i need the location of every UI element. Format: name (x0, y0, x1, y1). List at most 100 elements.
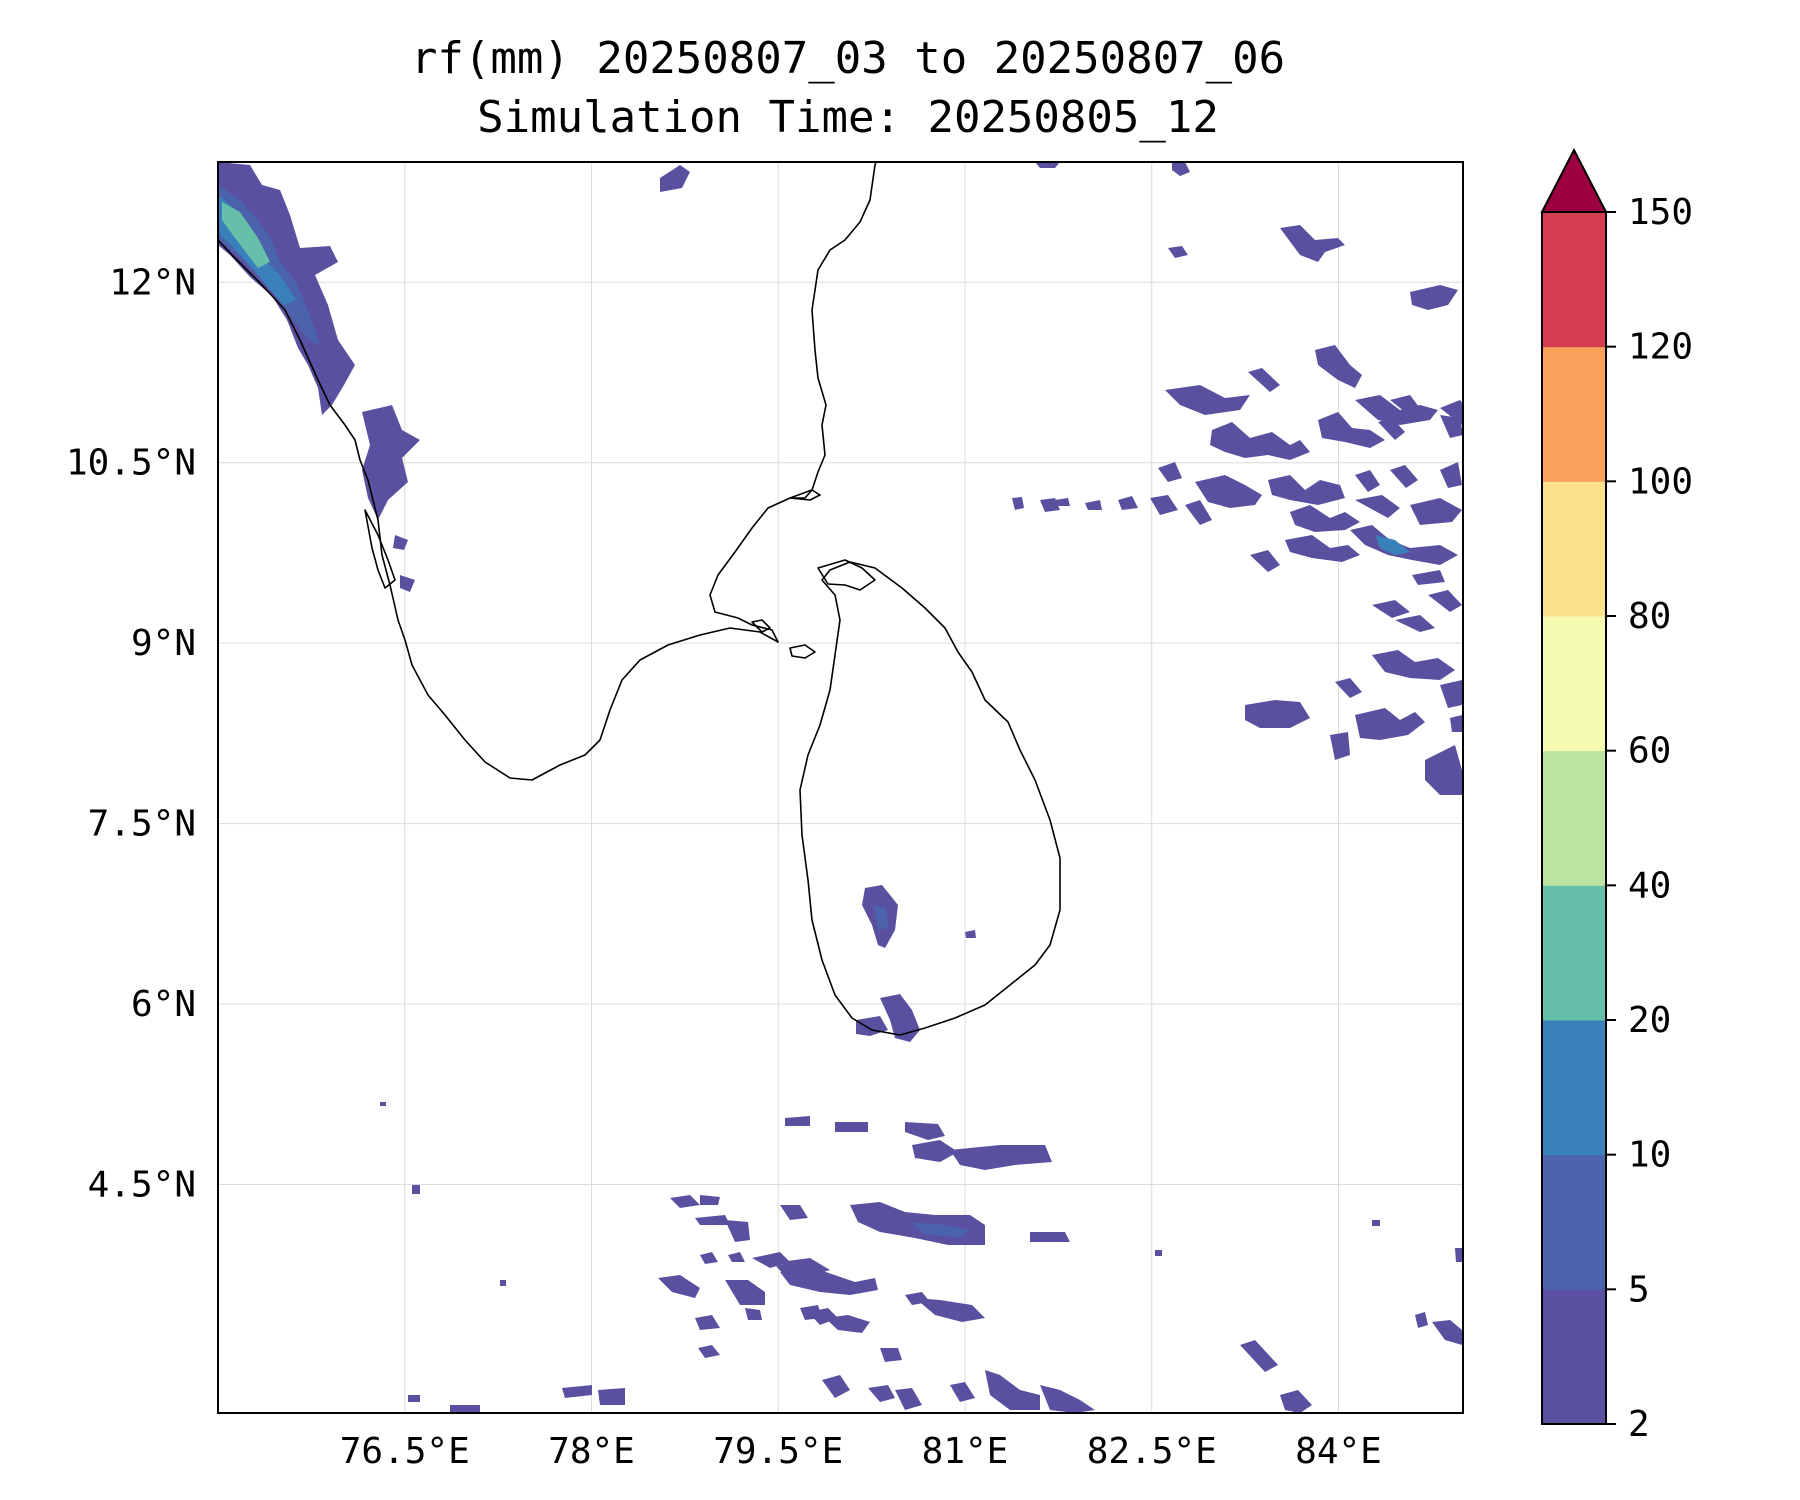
rain-patch-north-2 (1035, 162, 1060, 168)
colorbar-tick-label: 20 (1628, 1000, 1671, 1041)
rain-patch-south-62 (1455, 1248, 1462, 1262)
colorbar-tick-label: 150 (1628, 192, 1693, 233)
rain-patch-east-36 (1428, 590, 1462, 612)
rain-patch-east-37 (1395, 615, 1435, 632)
lon-tick-label: 81°E (922, 1431, 1009, 1472)
rain-patch-east-14 (1195, 475, 1262, 508)
rain-patch-east-27 (1055, 498, 1070, 506)
rain-patch-east-6 (1248, 368, 1280, 392)
rain-patch-east-24 (1118, 496, 1138, 510)
rain-patch-south-59 (1280, 1390, 1312, 1413)
rain-patch-kerala-4 (222, 202, 270, 268)
title-line-1: rf(mm) 20250807_03 to 20250807_06 (411, 33, 1285, 84)
rain-patch-east-26 (1085, 500, 1102, 510)
colorbar-tick-label: 10 (1628, 1135, 1671, 1176)
lon-tick-label: 78°E (548, 1431, 635, 1472)
chilika-detail (789, 489, 821, 501)
rain-patch-south-5 (950, 1145, 1052, 1170)
rain-patch-south-35 (700, 1195, 720, 1205)
rain-patch-south-8 (780, 1205, 808, 1220)
map-frame (217, 161, 1464, 1414)
colorbar-segment (1542, 1289, 1606, 1425)
rain-patch-east-31 (1375, 535, 1410, 555)
rain-patch-kerala-7 (400, 575, 415, 592)
rain-patch-east-15 (1268, 475, 1345, 505)
rain-patch-south-50 (822, 1375, 850, 1398)
india-coastline (217, 161, 877, 781)
rain-patch-kerala-6 (393, 535, 408, 550)
rain-patch-east-1 (1280, 225, 1345, 262)
rain-patch-south-39 (725, 1280, 765, 1305)
rain-patch-east-21 (1410, 498, 1462, 525)
lat-tick-label: 4.5°N (88, 1164, 196, 1205)
rain-patch-east-41 (1245, 700, 1310, 728)
rain-patch-east-32 (1285, 535, 1360, 562)
lon-tick-label: 79.5°E (713, 1431, 843, 1472)
colorbar: 2 5 10 20 40 60 80 100 120 150 (1540, 147, 1693, 1445)
rain-patch-south-52 (562, 1385, 592, 1398)
rain-patch-east-10 (1390, 395, 1425, 420)
rain-patch-east-44 (1425, 745, 1462, 795)
rain-patch-east-42 (1355, 708, 1425, 740)
rain-patch-east-38 (1335, 678, 1362, 698)
colorbar-segment (1542, 616, 1606, 752)
rain-patch-south-47 (915, 1298, 985, 1322)
colorbar-segment (1542, 750, 1606, 886)
rain-patch-east-30 (1350, 525, 1458, 565)
rain-patch-south-53 (598, 1388, 625, 1405)
longitude-ticks: 76.5°E 78°E 79.5°E 81°E 82.5°E 84°E (340, 1431, 1382, 1472)
colorbar-tick-label: 80 (1628, 596, 1671, 637)
colorbar-segment (1542, 1154, 1606, 1290)
rain-patch-south-34 (670, 1195, 700, 1208)
rain-patch-east-34 (1412, 570, 1445, 585)
rain-patch-east-8 (1318, 412, 1385, 448)
colorbar-segment (1542, 481, 1606, 617)
coastline (217, 161, 1061, 1036)
rain-patch-east-12 (1378, 418, 1405, 440)
rain-patch-north-3 (1172, 162, 1190, 176)
jaffna-outline (817, 559, 876, 591)
colorbar-segment (1542, 212, 1606, 348)
rain-patch-east-23 (1150, 495, 1178, 515)
rain-patch-east-43 (1330, 732, 1350, 760)
colorbar-segment (1542, 885, 1606, 1021)
rain-patch-south-54 (895, 1388, 922, 1410)
rain-patch-south-51 (868, 1385, 895, 1402)
rain-patch-south-42 (745, 1308, 762, 1320)
lat-tick-label: 7.5°N (88, 804, 196, 845)
rain-patch-south-9 (695, 1215, 730, 1225)
rain-patch-south-61 (1432, 1320, 1462, 1345)
lat-tick-label: 9°N (131, 623, 196, 664)
colorbar-frame (1541, 211, 1607, 1425)
gridlines (218, 162, 1463, 1413)
rain-patch-east-2 (1168, 246, 1188, 258)
rain-patch-sl-3 (880, 994, 920, 1042)
rain-patch-south-55 (950, 1382, 975, 1402)
colorbar-extend-arrow (1540, 147, 1608, 213)
rain-patch-east-20 (1290, 505, 1360, 532)
lon-tick-label: 82.5°E (1087, 1431, 1217, 1472)
lat-tick-label: 10.5°N (66, 443, 196, 484)
colorbar-tick-label: 5 (1628, 1269, 1650, 1310)
rain-patch-south-10 (725, 1220, 750, 1242)
rain-patch-east-35 (1372, 600, 1410, 618)
rain-patch-south-4 (912, 1140, 958, 1162)
rain-patch-south-1 (785, 1116, 810, 1126)
rain-patch-south-38 (658, 1275, 700, 1298)
map-area: 76.5°E 78°E 79.5°E 81°E 82.5°E 84°E 12°N 10.5°… (66, 161, 1464, 1472)
rain-patch-south-49 (880, 1348, 902, 1362)
mannar-island (789, 644, 816, 659)
rain-patch-south-68 (412, 1185, 420, 1194)
lon-tick-label: 76.5°E (340, 1431, 470, 1472)
rain-patch-east-29 (1158, 462, 1182, 482)
rain-patch-east-39 (1372, 650, 1455, 680)
rain-patch-east-45 (1450, 715, 1462, 732)
rain-patch-south-40 (780, 1270, 878, 1295)
lat-tick-label: 12°N (109, 262, 196, 303)
rain-patch-south-12 (1030, 1232, 1070, 1242)
rain-patch-east-3 (1410, 285, 1458, 310)
colorbar-segment (1542, 346, 1606, 482)
sri-lanka-coastline (799, 561, 1061, 1036)
rain-patch-south-65 (450, 1405, 480, 1413)
colorbar-segment (1542, 1020, 1606, 1156)
